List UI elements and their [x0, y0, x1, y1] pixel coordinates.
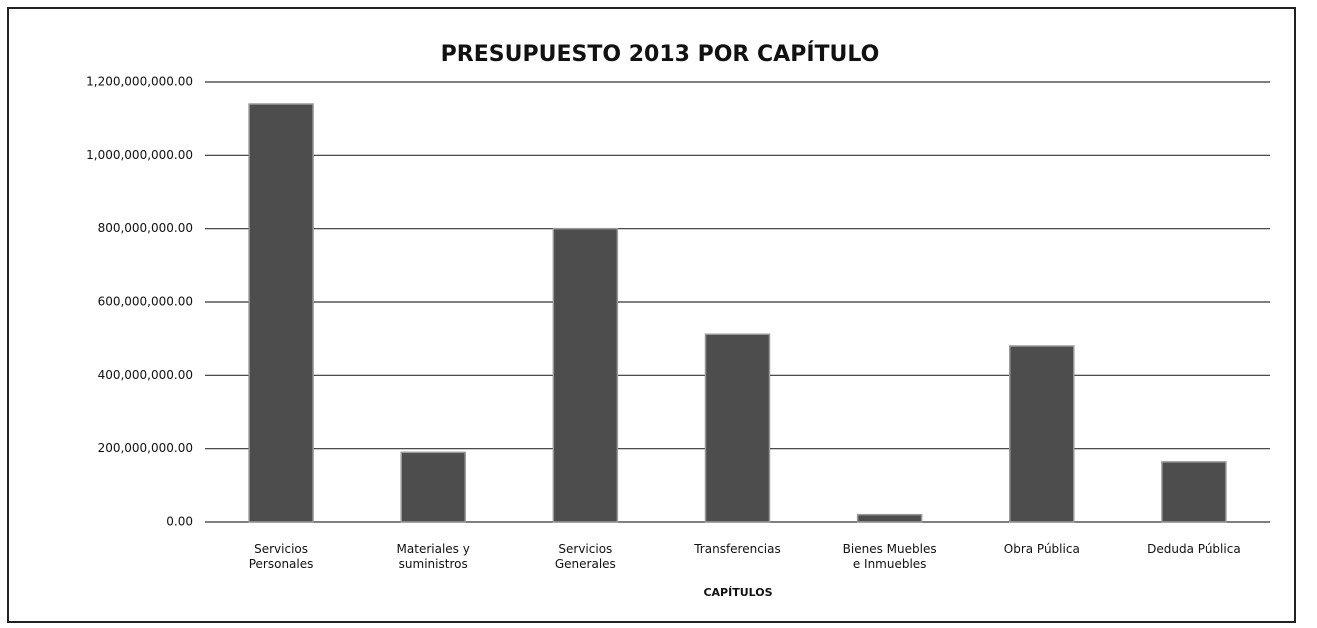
y-tick-label: 1,000,000,000.00 [86, 148, 193, 162]
x-tick-label: Servicios Generales [554, 542, 616, 571]
bar [1009, 345, 1075, 523]
y-tick-label: 0.00 [166, 515, 193, 529]
bar [704, 333, 771, 523]
chart-border [7, 7, 1296, 623]
x-tick-label: Deduda Pública [1147, 542, 1241, 556]
bar [248, 103, 314, 523]
bar [856, 513, 923, 523]
chart-title: PRESUPUESTO 2013 POR CAPÍTULO [441, 41, 880, 67]
x-tick-label: Obra Pública [1003, 542, 1080, 556]
bar [1161, 461, 1227, 523]
y-tick-label: 200,000,000.00 [98, 441, 193, 455]
bar [400, 451, 466, 523]
y-tick-label: 400,000,000.00 [98, 368, 193, 382]
x-axis-label: CAPÍTULOS [703, 586, 772, 599]
x-tick-label: Transferencias [694, 542, 781, 556]
y-tick-label: 800,000,000.00 [98, 221, 193, 235]
y-tick-label: 600,000,000.00 [98, 295, 193, 309]
x-tick-label: Materiales y suministros [396, 542, 470, 571]
x-tick-label: Bienes Muebles e Inmuebles [842, 542, 937, 571]
y-tick-label: 1,200,000,000.00 [86, 75, 193, 89]
x-tick-label: Servicios Personales [248, 542, 314, 571]
bar [552, 227, 619, 523]
